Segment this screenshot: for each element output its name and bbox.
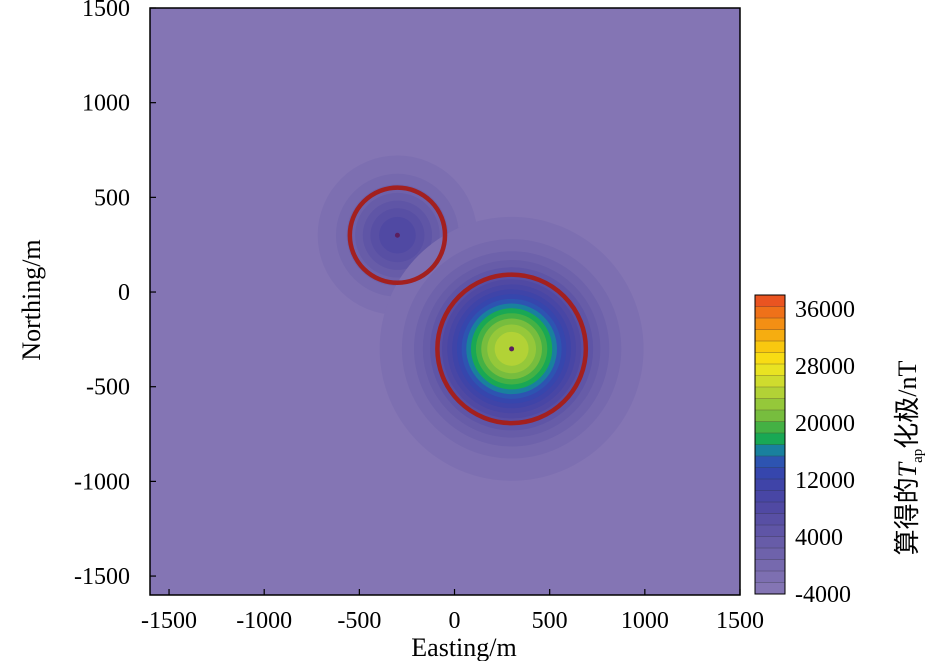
colorbar-swatch: [755, 502, 785, 514]
colorbar-swatch: [755, 352, 785, 365]
colorbar-title-main: 算得的: [893, 477, 922, 555]
colorbar-tick-label: -4000: [795, 582, 851, 608]
colorbar-swatch: [755, 398, 785, 411]
x-tick-label: 500: [532, 608, 568, 634]
y-tick-label: 1000: [82, 91, 130, 117]
colorbar-swatch: [755, 525, 785, 537]
colorbar-title-suffix: 化极/nT: [893, 361, 922, 449]
colorbar-swatch: [755, 559, 785, 572]
colorbar-swatch: [755, 295, 785, 307]
y-axis: 1500 1000 500 0 -500 -1000 -1500: [74, 0, 156, 590]
colorbar-swatch: [755, 329, 785, 342]
colorbar-swatch: [755, 341, 785, 353]
colorbar-swatch: [755, 456, 785, 468]
colorbar-swatch: [755, 479, 785, 491]
colorbar-swatch: [755, 421, 785, 434]
y-tick-label: -1500: [74, 564, 130, 590]
y-tick-label: -500: [86, 375, 130, 401]
contour-plot-area: [150, 8, 740, 595]
x-tick-label: -1500: [141, 608, 197, 634]
colorbar-swatch: [755, 306, 785, 319]
x-tick-label: 1500: [716, 608, 764, 634]
y-tick-label: 1500: [82, 0, 130, 22]
colorbar: [754, 294, 786, 595]
colorbar-title-symbol: T: [893, 461, 922, 477]
x-tick-label: -500: [337, 608, 381, 634]
colorbar-tick-label: 20000: [795, 411, 855, 437]
colorbar-swatch: [755, 467, 785, 480]
y-tick-label: 0: [118, 280, 130, 306]
colorbar-swatch: [755, 513, 785, 526]
source-center-dot: [509, 346, 515, 352]
colorbar-tick-label: 36000: [795, 297, 855, 323]
colorbar-swatch: [755, 444, 785, 457]
colorbar-swatch: [755, 410, 785, 422]
colorbar-swatch: [755, 582, 785, 595]
colorbar-tick-label: 28000: [795, 354, 855, 380]
x-axis-title: Easting/m: [411, 633, 516, 661]
x-tick-label: -1000: [236, 608, 292, 634]
colorbar-tick-labels: 36000 28000 20000 12000 4000 -4000: [795, 297, 855, 608]
colorbar-swatch: [755, 571, 785, 583]
source-center-dot: [394, 232, 400, 238]
source-outline-circle-2: [435, 272, 589, 426]
colorbar-swatch: [755, 375, 785, 388]
x-axis: -1500 -1000 -500 0 500 1000 1500: [141, 589, 764, 634]
x-tick-label: 0: [449, 608, 461, 634]
y-tick-label: -1000: [74, 469, 130, 495]
x-tick-label: 1000: [621, 608, 669, 634]
source-outlines: [347, 185, 589, 426]
colorbar-title-subscript: ap: [910, 449, 926, 463]
colorbar-swatch: [755, 548, 785, 560]
colorbar-swatch: [755, 364, 785, 376]
colorbar-tick-label: 4000: [795, 525, 843, 551]
colorbar-tick-label: 12000: [795, 468, 855, 494]
colorbar-swatch: [755, 490, 785, 503]
colorbar-title: 算得的Tap化极/nT: [893, 361, 926, 556]
y-tick-label: 500: [94, 185, 130, 211]
colorbar-swatch: [755, 318, 785, 330]
source-outline-circle-1: [347, 185, 448, 286]
plot-frame: [149, 7, 741, 596]
colorbar-frame: [754, 294, 786, 595]
colorbar-swatch: [755, 536, 785, 549]
y-axis-title: Northing/m: [17, 239, 46, 360]
colorbar-swatch: [755, 433, 785, 445]
colorbar-swatch: [755, 387, 785, 399]
